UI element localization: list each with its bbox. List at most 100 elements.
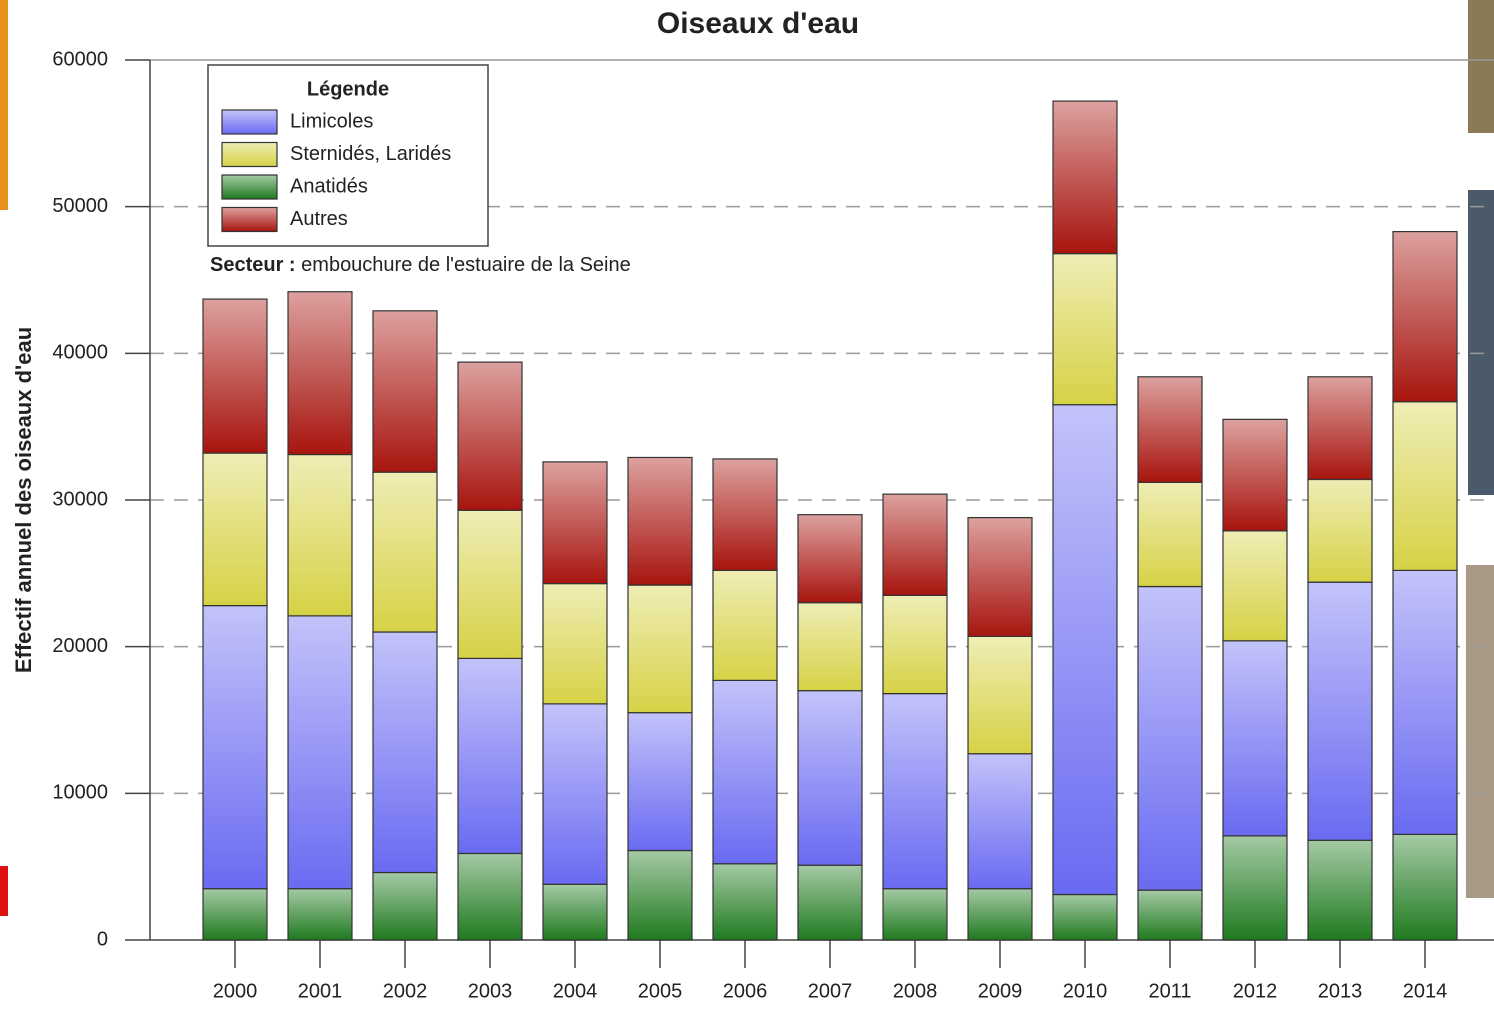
side-photo — [1468, 0, 1494, 133]
y-tick-label: 0 — [97, 928, 108, 950]
bar-segment — [1393, 834, 1457, 940]
bar-segment — [883, 694, 947, 889]
bar-segment — [798, 865, 862, 940]
x-tick-label: 2005 — [638, 980, 683, 1002]
bar-segment — [373, 632, 437, 873]
bar-segment — [458, 362, 522, 510]
bar-segment — [1223, 641, 1287, 836]
bar-segment — [1308, 479, 1372, 582]
bar-segment — [1138, 482, 1202, 586]
bar-segment — [203, 606, 267, 889]
x-tick-label: 2012 — [1233, 980, 1278, 1002]
bar-segment — [968, 754, 1032, 889]
x-tick-label: 2001 — [298, 980, 343, 1002]
side-photo — [1466, 565, 1494, 898]
chart-title: Oiseaux d'eau — [657, 7, 859, 40]
bar-segment — [883, 889, 947, 940]
bar-segment — [713, 459, 777, 570]
bar-segment — [1308, 582, 1372, 840]
x-tick-label: 2011 — [1148, 980, 1191, 1002]
bar-segment — [1393, 402, 1457, 571]
x-tick-label: 2002 — [383, 980, 428, 1002]
bar-segment — [1138, 377, 1202, 483]
bar-segment — [713, 570, 777, 680]
y-tick-label: 40000 — [52, 342, 108, 364]
chart: Oiseaux d'eau Effectif annuel des oiseau… — [0, 0, 1494, 1004]
bar-segment — [203, 889, 267, 940]
bar-segment — [203, 299, 267, 453]
annotation: Secteur : embouchure de l'estuaire de la… — [210, 254, 631, 276]
bar-segment — [1308, 377, 1372, 480]
bar-segment — [458, 658, 522, 853]
legend-title: Légende — [307, 78, 389, 100]
bar-segment — [628, 713, 692, 851]
bar-segment — [713, 680, 777, 863]
y-tick-label: 30000 — [52, 488, 108, 510]
bar-segment — [798, 603, 862, 691]
bar-segment — [628, 585, 692, 713]
annotation-text: embouchure de l'estuaire de la Seine — [301, 254, 631, 276]
edge-decoration — [0, 866, 8, 916]
annotation-label: Secteur : — [210, 254, 296, 276]
bar-segment — [1223, 531, 1287, 641]
bar-segment — [288, 616, 352, 889]
edge-decoration — [0, 0, 8, 210]
legend-swatch — [222, 110, 277, 134]
bar-segment — [543, 462, 607, 584]
legend-swatch — [222, 208, 277, 232]
page: {"chart_data": {"type": "stacked-bar", "… — [0, 0, 1494, 1004]
bar-segment — [1138, 587, 1202, 891]
legend-label: Anatidés — [290, 175, 368, 197]
bar-segment — [458, 510, 522, 658]
x-tick-label: 2007 — [808, 980, 853, 1002]
bar-segment — [713, 864, 777, 940]
bar-segment — [458, 853, 522, 940]
bar-segment — [373, 472, 437, 632]
bar-segment — [883, 494, 947, 595]
x-tick-label: 2009 — [978, 980, 1023, 1002]
x-tick-label: 2000 — [213, 980, 258, 1002]
bar-segment — [968, 636, 1032, 753]
bar-segment — [1053, 895, 1117, 940]
x-tick-label: 2003 — [468, 980, 513, 1002]
bar-segment — [968, 518, 1032, 637]
bar-segment — [1053, 405, 1117, 895]
y-tick-label: 60000 — [52, 48, 108, 70]
bar-segment — [203, 453, 267, 606]
bar-segment — [628, 851, 692, 940]
x-tick-label: 2010 — [1063, 980, 1108, 1002]
x-tick-label: 2004 — [553, 980, 598, 1002]
bar-segment — [1223, 419, 1287, 530]
bar-segment — [798, 691, 862, 866]
x-tick-label: 2014 — [1403, 980, 1448, 1002]
legend-swatch — [222, 143, 277, 167]
bar-segment — [1393, 570, 1457, 834]
legend-label: Limicoles — [290, 110, 373, 132]
legend-label: Sternidés, Laridés — [290, 143, 451, 165]
y-tick-label: 50000 — [52, 195, 108, 217]
bar-segment — [373, 311, 437, 472]
bar-segment — [1053, 254, 1117, 405]
bar-segment — [288, 889, 352, 940]
bar-segment — [1138, 890, 1202, 940]
bar-segment — [1223, 836, 1287, 940]
bar-segment — [628, 457, 692, 585]
x-tick-label: 2006 — [723, 980, 768, 1002]
bar-segment — [968, 889, 1032, 940]
y-axis-label: Effectif annuel des oiseaux d'eau — [11, 327, 36, 673]
bar-segment — [288, 455, 352, 616]
bar-segment — [1393, 232, 1457, 402]
y-tick-label: 10000 — [52, 782, 108, 804]
legend-label: Autres — [290, 208, 348, 230]
bar-segment — [1053, 101, 1117, 254]
bar-segment — [543, 584, 607, 704]
bar-segment — [798, 515, 862, 603]
x-tick-label: 2008 — [893, 980, 938, 1002]
bar-segment — [1308, 840, 1372, 940]
bar-segment — [543, 884, 607, 940]
legend-swatch — [222, 175, 277, 199]
bar-segment — [288, 292, 352, 455]
side-photo — [1468, 190, 1494, 495]
bar-segment — [883, 595, 947, 693]
x-tick-label: 2013 — [1318, 980, 1363, 1002]
